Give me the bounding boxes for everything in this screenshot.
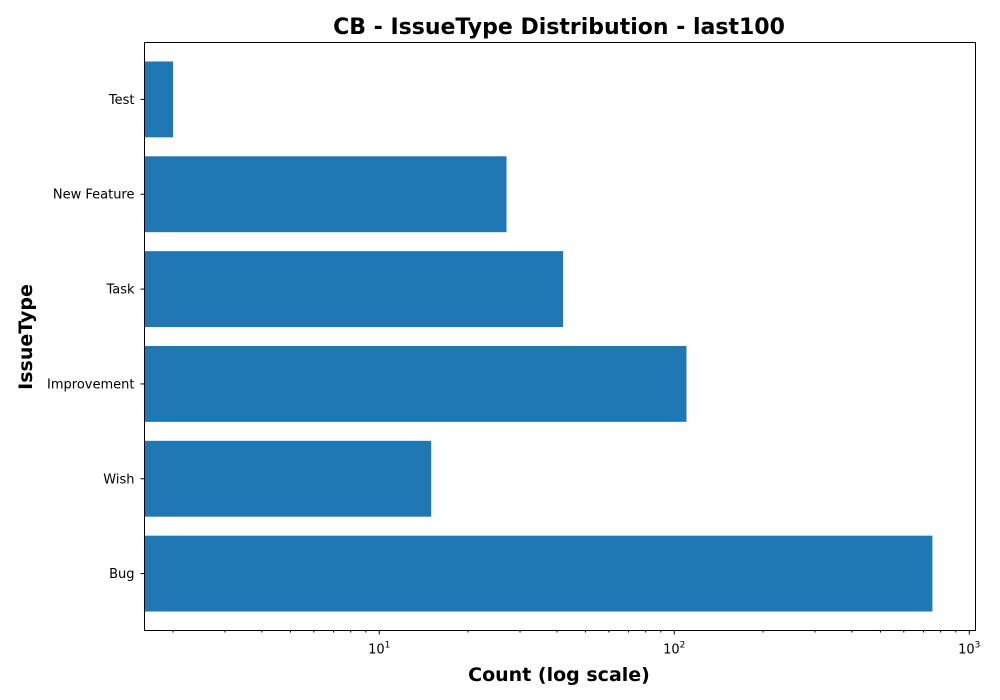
x-tick-label-1000: 103 [958,641,980,658]
chart-title: CB - IssueType Distribution - last100 [333,15,785,40]
y-tick-label-bug: Bug [109,567,134,582]
y-tick-label-test: Test [108,93,135,108]
x-axis-label: Count (log scale) [468,664,650,686]
y-axis-ticks: Bug Wish Improvement Task New Feature Test [47,93,145,582]
y-tick-label-wish: Wish [103,472,134,487]
y-tick-label-task: Task [105,283,135,298]
x-axis-ticks: 101 102 103 [172,630,980,658]
x-tick-label-10: 101 [368,641,390,658]
bar-bug [144,535,933,612]
x-tick-label-exponent: 3 [975,641,981,651]
y-axis-label: IssueType [15,284,37,390]
x-tick-label-base: 10 [663,643,680,658]
bars-group [144,61,933,612]
y-tick-label-improvement: Improvement [47,377,134,392]
bar-wish [144,440,432,517]
bar-new-feature [144,156,507,233]
x-tick-label-base: 10 [958,643,975,658]
bar-task [144,251,564,328]
x-tick-label-exponent: 1 [385,641,391,651]
y-tick-label-new-feature: New Feature [53,188,135,203]
bar-improvement [144,345,687,422]
x-tick-label-100: 102 [663,641,685,658]
x-tick-label-base: 10 [368,643,385,658]
x-tick-label-exponent: 2 [680,641,686,651]
bar-test [144,61,174,138]
plot-frame [144,42,976,631]
